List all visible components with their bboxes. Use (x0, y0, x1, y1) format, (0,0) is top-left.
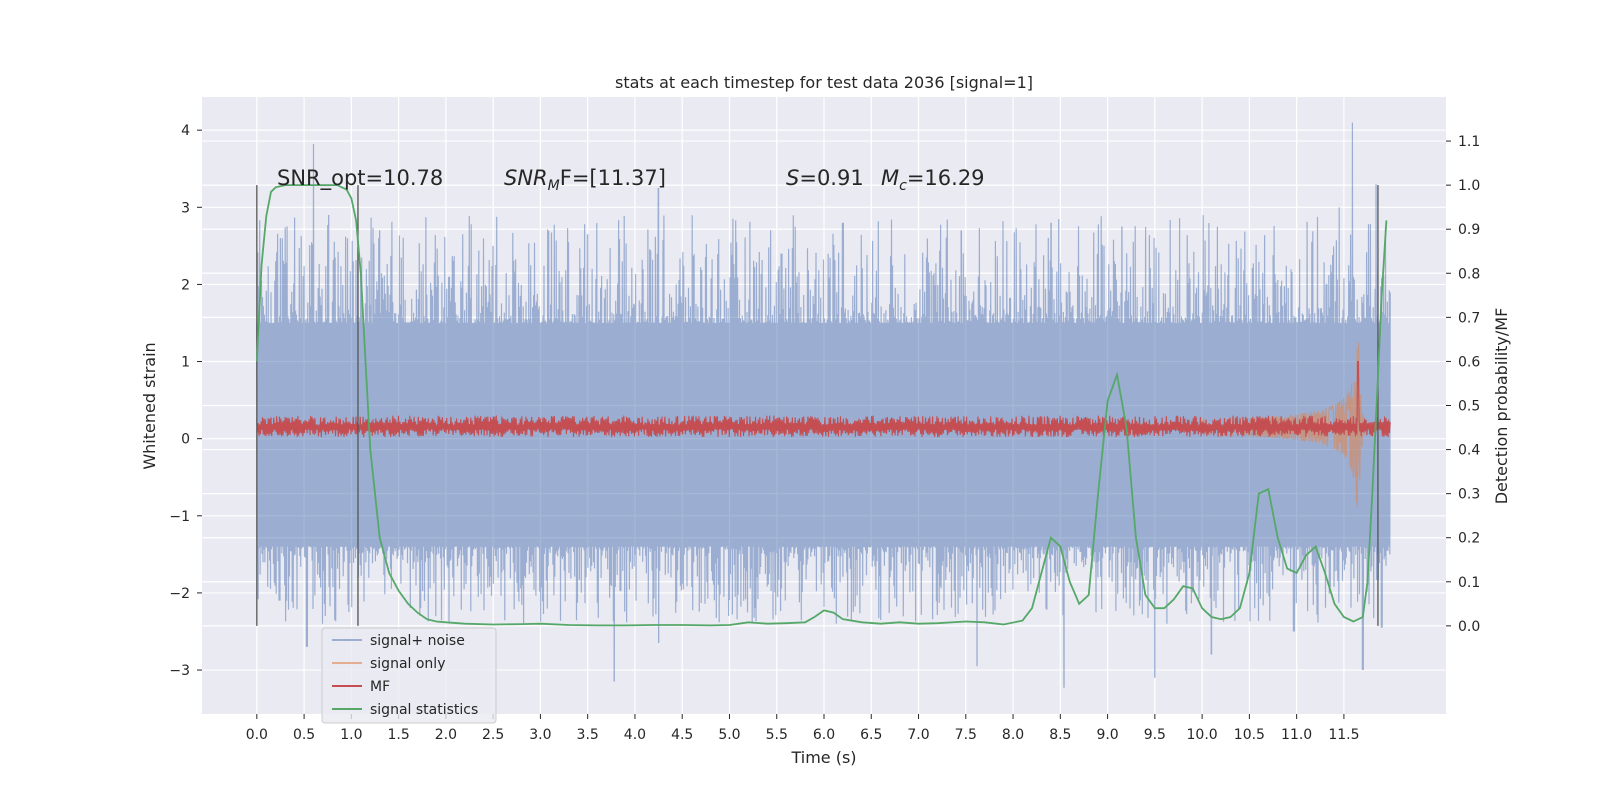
x-tick-label: 10.0 (1187, 727, 1218, 743)
y-right-tick-label: 0.4 (1458, 443, 1480, 459)
right-y-axis-label: Detection probability/MF (1492, 308, 1511, 505)
left-y-axis-ticks: 4 3 2 1 0 −1 −2 −3 (169, 123, 202, 679)
x-axis-label: Time (s) (790, 748, 856, 767)
right-y-axis-ticks: 1.1 1.0 0.9 0.8 0.7 0.6 0.5 0.4 0.3 0.2 0.1 0.0 (1446, 134, 1480, 635)
x-tick-label: 10.5 (1234, 727, 1265, 743)
y-right-tick-label: 0.1 (1458, 575, 1480, 591)
series-signal-statistics-line (255, 184, 1388, 627)
x-tick-label: 7.0 (907, 727, 929, 743)
s-value: =0.91 (799, 166, 863, 190)
y-left-tick-label: 3 (181, 200, 190, 216)
chart-title: stats at each timestep for test data 203… (615, 73, 1033, 92)
y-left-tick-label: 2 (181, 277, 190, 293)
legend-label-signal-statistics: signal statistics (370, 702, 478, 718)
x-tick-label: 2.5 (482, 727, 504, 743)
snr-mf-subscript: M (548, 178, 560, 194)
mc-symbol: M (881, 166, 899, 190)
y-left-tick-label: −2 (169, 586, 190, 602)
s-symbol: S (786, 166, 799, 190)
x-tick-label: 4.5 (671, 727, 693, 743)
x-tick-label: 0.0 (246, 727, 268, 743)
x-tick-label: 6.0 (813, 727, 835, 743)
left-y-axis-label: Whitened strain (140, 342, 159, 469)
y-right-tick-label: 0.0 (1458, 619, 1480, 635)
y-right-tick-label: 0.9 (1458, 222, 1480, 238)
legend-label-signal-only: signal only (370, 656, 445, 672)
x-tick-label: 1.0 (340, 727, 362, 743)
snr-opt-annotation: SNR_opt=10.78 (277, 166, 443, 191)
legend-label-mf: MF (370, 679, 390, 695)
x-tick-label: 9.0 (1096, 727, 1118, 743)
mc-annotation: Mc=16.29 (881, 166, 985, 194)
x-tick-label: 9.5 (1144, 727, 1166, 743)
y-right-tick-label: 0.5 (1458, 399, 1480, 415)
legend-box (321, 627, 497, 724)
snr-mf-symbol: SNR (504, 166, 548, 190)
series-signal-noise-line (256, 122, 1391, 688)
x-tick-label: 5.5 (766, 727, 788, 743)
x-tick-label: 2.0 (435, 727, 457, 743)
plot-content (255, 122, 1391, 688)
y-left-tick-label: 4 (181, 123, 190, 139)
x-tick-label: 7.5 (955, 727, 977, 743)
x-tick-label: 3.5 (577, 727, 599, 743)
x-tick-label: 11.5 (1328, 727, 1359, 743)
mc-subscript: c (899, 178, 907, 194)
y-left-tick-label: 0 (181, 432, 190, 448)
y-right-tick-label: 0.3 (1458, 487, 1480, 503)
y-right-tick-label: 0.2 (1458, 531, 1480, 547)
x-tick-label: 1.5 (387, 727, 409, 743)
series-mf-line (256, 360, 1391, 438)
y-left-tick-label: −1 (169, 509, 190, 525)
y-right-tick-label: 0.6 (1458, 354, 1480, 370)
y-left-tick-label: 1 (181, 355, 190, 371)
y-right-tick-label: 1.0 (1458, 178, 1480, 194)
y-right-tick-label: 1.1 (1458, 134, 1480, 150)
y-left-tick-label: −3 (169, 663, 190, 679)
x-tick-label: 5.0 (718, 727, 740, 743)
snr-mf-annotation: SNRMF=[11.37] (504, 166, 666, 194)
snr-mf-value: F=[11.37] (560, 166, 666, 190)
legend-label-signal-noise: signal+ noise (370, 633, 465, 649)
x-tick-label: 0.5 (293, 727, 315, 743)
legend: signal+ noise signal only MF signal stat… (321, 627, 497, 724)
x-tick-label: 4.0 (624, 727, 646, 743)
mc-value: =16.29 (907, 166, 985, 190)
x-tick-label: 8.0 (1002, 727, 1024, 743)
x-tick-label: 3.0 (529, 727, 551, 743)
x-tick-label: 8.5 (1049, 727, 1071, 743)
x-tick-label: 6.5 (860, 727, 882, 743)
s-annotation: S=0.91 (786, 166, 864, 190)
x-axis-ticks: 0.0 0.5 1.0 1.5 2.0 2.5 3.0 3.5 4.0 4.5 5.0 5.5 6.0 6… (246, 714, 1359, 743)
x-tick-label: 11.0 (1281, 727, 1312, 743)
y-right-tick-label: 0.7 (1458, 310, 1480, 326)
y-right-tick-label: 0.8 (1458, 266, 1480, 282)
